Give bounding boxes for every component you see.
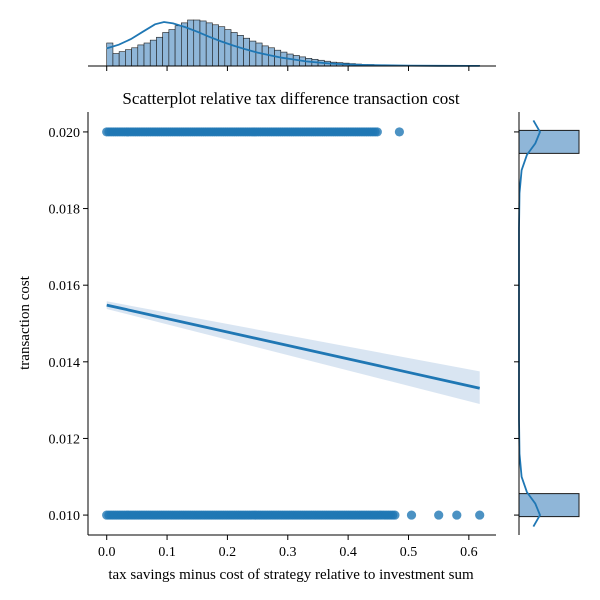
y-tick-label: 0.016 [49,279,81,294]
histogram-bar [224,29,232,67]
histogram-bar [218,26,226,67]
x-tick-label: 0.0 [98,545,116,560]
histogram-bar [168,29,176,67]
histogram-bar [230,32,238,67]
y-tick-label: 0.018 [49,203,81,218]
histogram-bar [125,49,132,67]
histogram-bar [174,25,182,67]
y-tick-label: 0.012 [49,432,81,447]
histogram-bar [212,24,219,67]
scatter-point [394,127,404,137]
x-tick-label: 0.6 [460,545,478,560]
histogram-bar [236,35,244,67]
histogram-bar [143,42,151,67]
histogram-bar [137,44,145,67]
x-tick-label: 0.2 [219,545,237,560]
y-tick-label: 0.014 [49,356,81,371]
histogram-bar [156,36,163,67]
marginal-y-kde-line [518,119,541,528]
scatter-point [406,510,417,520]
x-axis-label: tax savings minus cost of strategy relat… [108,567,474,583]
scatter-point [452,510,462,520]
x-tick-label: 0.1 [158,545,176,560]
chart-title: Scatterplot relative tax difference tran… [122,89,459,108]
scatter-group-0 [102,127,404,137]
histogram-bar [205,22,213,67]
scatter-point [390,510,400,520]
scatter-point [434,510,444,520]
histogram-bar [255,42,263,67]
scatter-point [475,510,485,520]
x-tick-label: 0.5 [400,545,418,560]
histogram-bar [261,45,269,67]
regression-line [106,303,481,390]
histogram-bar [131,47,139,67]
histogram-bar [181,22,188,67]
x-tick-label: 0.3 [279,545,297,560]
histogram-bar [187,19,195,67]
scatter-plot-area: 0.0 0.1 0.2 0.3 0.4 0.5 0.6 0.010 0.012 0.014 0.01… [49,112,496,560]
y-axis-label: transaction cost [17,275,33,370]
marginal-x-kde-line [106,21,480,67]
histogram-bar [518,129,580,154]
x-tick-label: 0.4 [339,545,357,560]
marginal-y-histogram [514,112,580,535]
histogram-bar [243,37,250,67]
histogram-bar [118,51,126,67]
y-tick-label: 0.010 [49,509,81,524]
histogram-bar [112,53,120,67]
histogram-bar [199,20,207,67]
y-tick-label: 0.020 [49,126,81,141]
scatter-point [372,127,382,137]
histogram-bar [193,19,201,67]
histogram-bar [162,32,170,67]
histogram-bar [249,40,257,67]
scatter-group-1 [102,510,485,520]
marginal-x-histogram [88,19,496,71]
histogram-bar [149,39,157,67]
histogram-bar [518,493,580,518]
